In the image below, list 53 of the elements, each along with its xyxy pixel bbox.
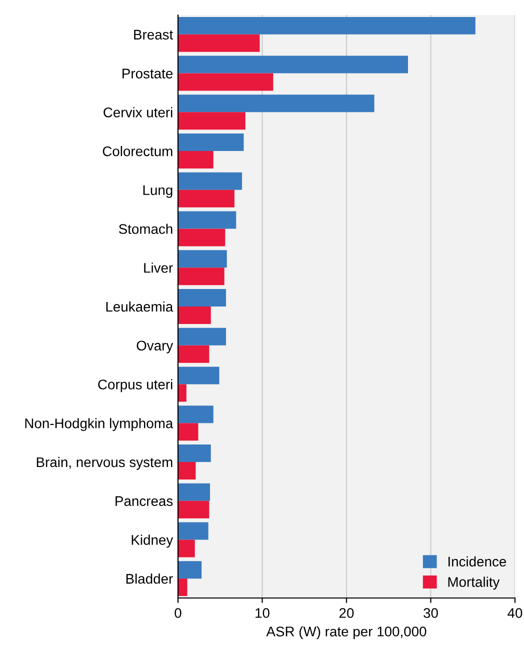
bar [178, 56, 408, 74]
bar [178, 384, 186, 402]
bar [178, 444, 211, 462]
bar [178, 522, 208, 540]
x-tick-label: 10 [256, 608, 270, 618]
bar [178, 151, 214, 169]
bar [178, 172, 242, 190]
bar [178, 268, 224, 286]
x-tick-label: 20 [339, 608, 354, 618]
bar [178, 462, 196, 480]
y-tick-label: Liver [144, 262, 173, 273]
legend-label: Incidence [448, 556, 506, 567]
bar [178, 34, 260, 52]
x-tick-label: 30 [424, 608, 438, 618]
y-tick-label: Ovary [136, 340, 174, 354]
y-tick-label: Prostate [122, 68, 173, 78]
bar [178, 406, 214, 424]
bar [178, 228, 226, 246]
bar [178, 134, 244, 152]
y-tick-label: Pancreas [116, 496, 173, 506]
bar [178, 211, 236, 229]
y-tick-label: Brain, nervous system [36, 456, 172, 470]
y-tick-label: Leukaemia [106, 301, 174, 312]
bar [178, 289, 226, 306]
bar [178, 500, 210, 518]
y-tick-label: Breast [134, 30, 174, 40]
y-tick-label: Cervix uteri [104, 107, 172, 118]
bar [178, 16, 476, 34]
legend-label: Mortality [448, 576, 500, 590]
bar [178, 112, 246, 130]
bar [178, 250, 227, 268]
bar [178, 73, 274, 91]
bar [178, 306, 211, 324]
x-tick-label: 0 [174, 608, 182, 618]
bar [178, 561, 202, 579]
x-axis-title: ASR (W) rate per 100,000 [266, 626, 426, 640]
bar [178, 345, 210, 363]
bar [178, 190, 234, 208]
y-tick-label: Colorectum [102, 146, 172, 156]
bar [178, 94, 374, 112]
y-tick-label: Lung [143, 185, 172, 198]
y-tick-label: Corpus uteri [98, 379, 172, 392]
bar [178, 423, 198, 441]
y-tick-label: Stomach [118, 224, 172, 234]
bar [178, 366, 220, 384]
y-tick-label: Non-Hodgkin lymphoma [25, 418, 174, 432]
bar [178, 483, 210, 501]
y-tick-label: Bladder [126, 574, 173, 584]
y-tick-label: Kidney [132, 534, 174, 548]
bar [178, 540, 195, 558]
bar [178, 328, 226, 346]
bar [178, 578, 188, 596]
x-tick-label: 40 [508, 608, 522, 618]
